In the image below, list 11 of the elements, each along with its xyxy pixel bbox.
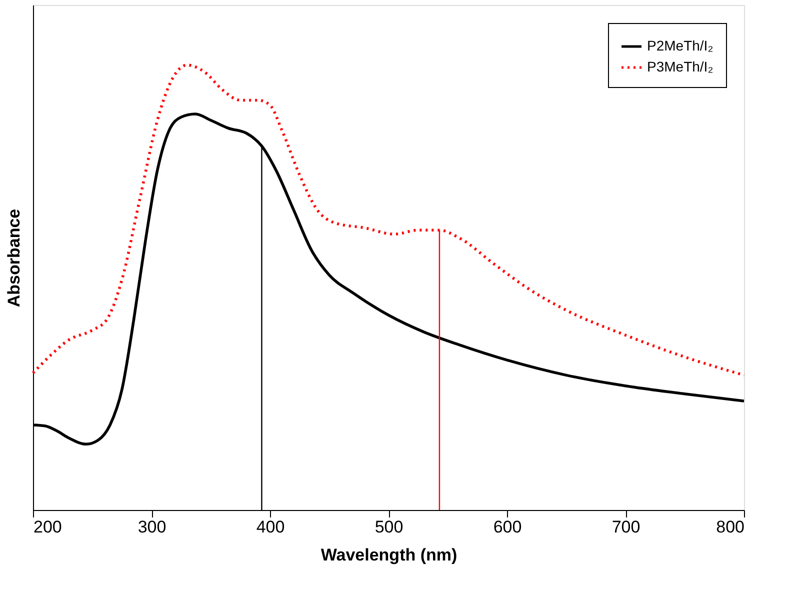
x-tick-label: 400 [256, 518, 285, 536]
legend-label: P2MeTh/I₂ [647, 38, 714, 54]
x-tick-label: 800 [716, 518, 744, 536]
x-tick-label: 300 [138, 518, 166, 536]
x-tick-label: 700 [612, 518, 640, 536]
x-tick-label: 200 [34, 518, 62, 536]
x-tick-label: 600 [493, 518, 522, 536]
x-tick-label: 500 [374, 518, 404, 536]
y-axis-title: Absorbance [4, 208, 24, 308]
legend-label: P3MeTh/I₂ [647, 58, 714, 74]
x-axis-title: Wavelength (nm) [320, 546, 458, 564]
